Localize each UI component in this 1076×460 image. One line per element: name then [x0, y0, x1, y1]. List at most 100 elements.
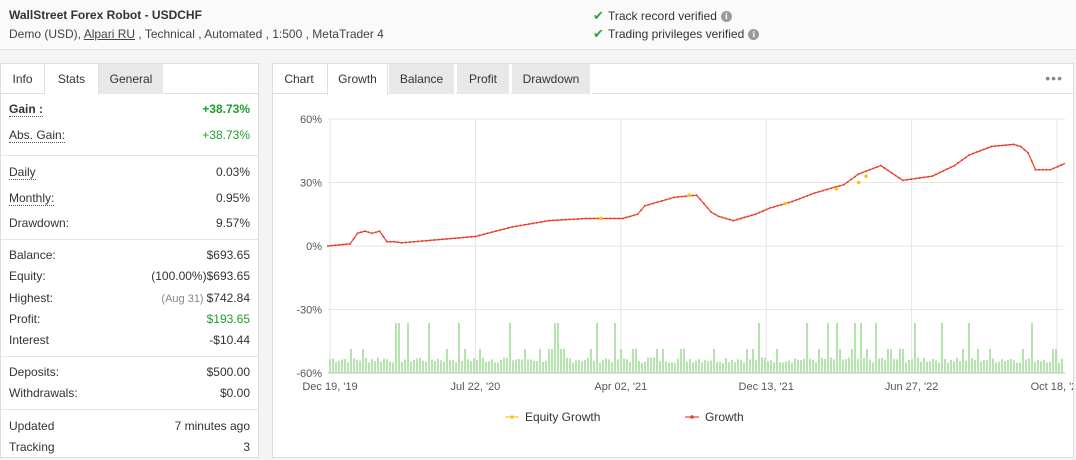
volume-bar — [920, 361, 922, 373]
volume-bar — [572, 362, 574, 373]
volume-bar — [440, 360, 442, 373]
volume-bar — [614, 323, 616, 373]
growth-point — [441, 238, 444, 241]
growth-point — [382, 235, 385, 238]
tab-balance[interactable]: Balance — [389, 64, 456, 94]
volume-bar — [824, 359, 826, 373]
tab-drawdown[interactable]: Drawdown — [512, 64, 592, 94]
stat-label[interactable]: Gain : — [9, 102, 44, 117]
growth-point — [1034, 168, 1037, 171]
y-tick-label: -30% — [296, 305, 322, 317]
growth-point — [853, 175, 856, 178]
volume-bar — [839, 349, 841, 373]
volume-bar — [938, 362, 940, 373]
stat-tracking: Tracking 3 — [9, 440, 250, 458]
growth-point — [776, 204, 779, 207]
growth-point — [445, 237, 448, 240]
growth-point — [385, 240, 388, 243]
growth-point — [876, 165, 879, 168]
growth-point — [975, 151, 978, 154]
broker-link[interactable]: Alpari RU — [83, 27, 136, 41]
volume-bar — [1040, 361, 1042, 373]
growth-point — [894, 174, 897, 177]
growth-point — [736, 218, 739, 221]
equity-point — [783, 201, 787, 206]
volume-bar — [794, 358, 796, 373]
growth-point — [621, 217, 624, 220]
tab-growth[interactable]: Growth — [327, 64, 388, 95]
volume-bar — [845, 359, 847, 373]
volume-bar — [434, 361, 436, 373]
growth-point — [341, 243, 344, 246]
x-tick-label: Dec 13, '21 — [739, 381, 794, 393]
volume-bar — [1007, 359, 1009, 373]
growth-point — [478, 234, 481, 237]
growth-point — [490, 231, 493, 234]
volume-bar — [797, 359, 799, 373]
volume-bar — [527, 359, 529, 373]
volume-bar — [605, 358, 607, 373]
volume-bar — [1049, 361, 1051, 373]
equity-amount: $693.65 — [206, 269, 250, 283]
volume-bar — [566, 357, 568, 373]
volume-bar — [899, 349, 901, 373]
volume-bar — [602, 360, 604, 373]
growth-point — [769, 206, 772, 209]
growth-point — [1052, 167, 1055, 170]
growth-point — [949, 166, 952, 169]
growth-point — [787, 201, 790, 204]
growth-point — [605, 217, 608, 220]
stat-label[interactable]: Daily — [9, 165, 36, 180]
volume-bar — [980, 361, 982, 373]
growth-point — [971, 152, 974, 155]
volume-bar — [422, 360, 424, 373]
equity-percent: (100.00%) — [151, 269, 207, 283]
divider — [1, 409, 258, 410]
tab-profit[interactable]: Profit — [457, 64, 511, 94]
tab-general[interactable]: General — [99, 64, 163, 94]
volume-bar — [764, 357, 766, 373]
growth-point — [780, 203, 783, 206]
volume-bar — [1013, 360, 1015, 373]
growth-point — [883, 167, 886, 170]
volume-bar — [773, 362, 775, 373]
volume-bar — [407, 323, 409, 373]
more-options-icon[interactable]: ••• — [1045, 70, 1063, 86]
growth-point — [901, 179, 904, 182]
growth-point — [691, 194, 694, 197]
volume-bar — [782, 362, 784, 373]
growth-point — [747, 215, 750, 218]
growth-point — [821, 189, 824, 192]
y-tick-label: 0% — [306, 241, 322, 253]
volume-bar — [950, 359, 952, 373]
tab-chart[interactable]: Chart — [284, 72, 314, 86]
stat-value: 0.03% — [215, 165, 250, 179]
volume-bar — [905, 362, 907, 373]
growth-point — [826, 188, 829, 191]
stat-value: +38.73% — [202, 128, 250, 142]
growth-point — [613, 217, 616, 220]
volume-bar — [470, 361, 472, 373]
growth-point — [523, 223, 526, 226]
growth-point — [374, 231, 377, 234]
volume-bar — [632, 349, 634, 373]
tab-info[interactable]: Info — [12, 72, 33, 86]
account-specs: , Technical , Automated , 1:500 , MetaTr… — [135, 27, 384, 41]
stat-label[interactable]: Abs. Gain: — [9, 128, 66, 143]
stat-label[interactable]: Monthly: — [9, 191, 55, 206]
volume-bar — [935, 360, 937, 373]
volume-bar — [815, 362, 817, 373]
x-tick-label: Dec 19, '19 — [302, 381, 357, 393]
info-icon[interactable]: i — [720, 10, 732, 22]
tab-stats[interactable]: Stats — [44, 64, 99, 95]
volume-bar — [425, 361, 427, 373]
growth-point — [986, 146, 989, 149]
growth-point — [482, 233, 485, 236]
volume-bar — [848, 357, 850, 373]
volume-bar — [761, 357, 763, 373]
stat-drawdown: Drawdown: 9.57% — [9, 216, 250, 234]
growth-point — [656, 201, 659, 204]
info-icon[interactable]: i — [748, 28, 760, 40]
growth-point — [758, 211, 761, 214]
volume-bar — [692, 362, 694, 373]
